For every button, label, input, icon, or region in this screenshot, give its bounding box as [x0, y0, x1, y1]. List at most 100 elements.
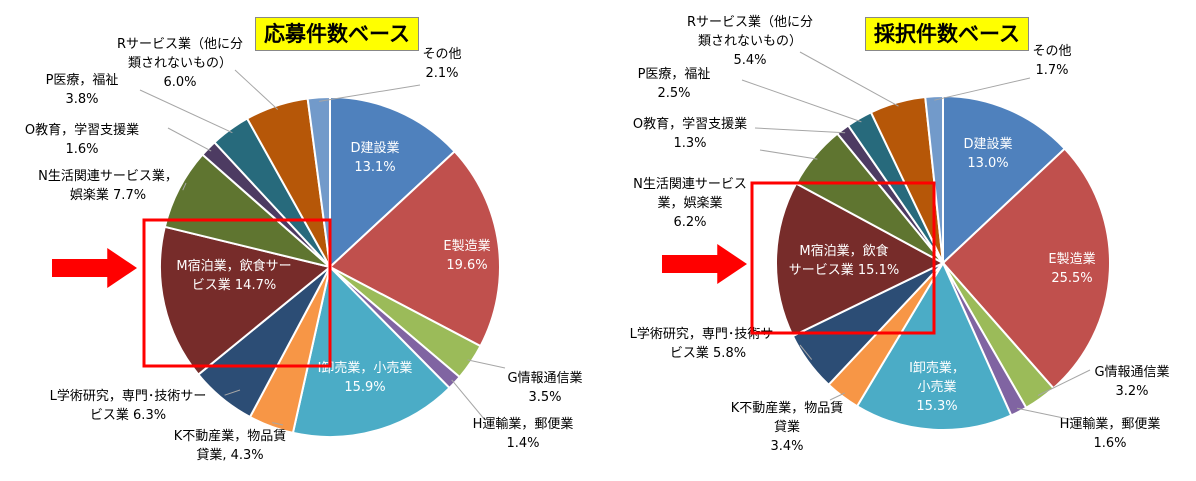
data-label-line: 業，娯楽業 [657, 195, 722, 211]
data-label-line: H運輸業，郵便業 [1060, 416, 1161, 432]
data-label-line: O教育，学習支援業 [25, 122, 139, 138]
data-label-line: D建設業 [350, 140, 399, 156]
leader-line-6 [224, 389, 241, 396]
pie-chart-applications: D建設業 13.1% E製造業 19.6% G情報通信業 3.5% H運輸業，郵便業 1.4%… [25, 36, 583, 463]
data-label-line: L学術研究，専門･技術サー [50, 388, 207, 404]
data-label-line: 2.1% [425, 66, 458, 81]
data-label-line: M宿泊業，飲食 [799, 243, 888, 259]
data-label-line: 1.4% [506, 436, 539, 451]
data-label-line: D建設業 [963, 136, 1012, 152]
leader-line-6 [799, 344, 813, 360]
data-label-line: 3.4% [770, 439, 803, 454]
data-label-line: 2.5% [657, 86, 690, 101]
data-label-line: 類されないもの） [128, 56, 232, 71]
data-label-0: D建設業 13.0% [963, 136, 1012, 171]
data-label-line: 6.0% [163, 75, 196, 90]
data-label-line: 娯楽業 7.7% [70, 187, 146, 203]
data-label-5: K不動産業，物品賃貸業 3.4% [731, 400, 844, 454]
data-label-7: M宿泊業，飲食サービス業 15.1% [789, 243, 899, 278]
data-label-line: 3.5% [528, 390, 561, 405]
data-label-9: O教育，学習支援業 1.6% [25, 122, 139, 157]
leader-line-5 [272, 422, 284, 426]
data-label-line: 貸業 [774, 419, 800, 435]
data-label-line: 1.6% [65, 142, 98, 157]
data-label-10: P医療，福祉 3.8% [46, 73, 119, 107]
pie-slice-7 [775, 182, 946, 338]
data-label-5: K不動産業，物品賃貸業, 4.3% [174, 428, 287, 463]
leader-line-5 [829, 392, 845, 401]
pie-slice-1 [941, 147, 1111, 390]
data-label-line: P医療，福祉 [638, 67, 711, 82]
data-label-line: 3.8% [65, 92, 98, 107]
pie-slice-4 [855, 260, 1013, 431]
data-label-4: I卸売業， 小売業 15.3% [909, 360, 965, 414]
data-label-6: L学術研究，専門･技術サービス業 5.8% [630, 326, 787, 361]
pie-slice-0 [329, 95, 457, 270]
data-label-1: E製造業 19.6% [443, 238, 490, 273]
leader-line-8 [759, 149, 818, 160]
highlight-box [750, 181, 936, 335]
leader-line-2 [467, 359, 506, 369]
leader-line-12 [319, 84, 421, 102]
data-label-8: N生活関連サービス業，娯楽業 6.2% [633, 177, 747, 230]
data-label-line: 15.9% [344, 380, 385, 395]
data-label-line: その他 [1032, 44, 1071, 59]
data-label-line: 貸業, 4.3% [196, 447, 263, 463]
data-label-3: H運輸業，郵便業 1.6% [1060, 416, 1161, 451]
data-label-12: その他 1.7% [1032, 44, 1071, 78]
data-label-line: 25.5% [1051, 271, 1092, 286]
data-label-line: サービス業 15.1% [789, 262, 899, 278]
pie-slice-4 [291, 264, 451, 438]
data-label-line: ビス業 6.3% [90, 407, 166, 423]
data-label-line: H運輸業，郵便業 [473, 416, 574, 432]
data-label-line: E製造業 [443, 238, 490, 254]
pie-slice-12 [924, 94, 944, 264]
data-label-line: E製造業 [1048, 251, 1095, 267]
data-label-line: 13.1% [354, 160, 395, 175]
data-label-line: N生活関連サービス [633, 177, 747, 192]
data-label-line: P医療，福祉 [46, 73, 119, 88]
data-label-line: I卸売業， [909, 360, 965, 376]
data-label-11: Rサービス業（他に分類されないもの） 5.4% [687, 14, 813, 68]
data-label-8: N生活関連サービス業， 娯楽業 7.7% [38, 168, 178, 203]
data-label-line: 1.6% [1093, 436, 1126, 451]
data-label-1: E製造業 25.5% [1048, 251, 1095, 286]
data-label-10: P医療，福祉 2.5% [638, 67, 711, 101]
data-label-7: M宿泊業，飲食サービス業 14.7% [176, 258, 291, 293]
data-label-line: 3.2% [1115, 384, 1148, 399]
highlight-arrow [662, 244, 747, 284]
pie-slice-1 [328, 149, 501, 348]
data-label-line: N生活関連サービス業， [38, 168, 178, 184]
leader-line-8 [182, 182, 187, 191]
leader-line-11 [234, 69, 279, 110]
data-label-line: 類されないもの） [698, 34, 802, 49]
leader-line-12 [934, 77, 1031, 101]
data-label-line: Rサービス業（他に分 [117, 36, 243, 52]
data-label-line: 6.2% [673, 215, 706, 230]
data-label-4: I卸売業，小売業 15.9% [318, 360, 413, 395]
data-label-11: Rサービス業（他に分類されないもの） 6.0% [117, 36, 243, 90]
data-label-2: G情報通信業 3.5% [507, 370, 582, 405]
data-label-line: ビス業 14.7% [192, 277, 276, 293]
data-label-0: D建設業 13.1% [350, 140, 399, 175]
data-label-6: L学術研究，専門･技術サービス業 6.3% [50, 388, 207, 423]
leader-line-3 [451, 379, 486, 421]
data-label-line: 13.0% [967, 156, 1008, 171]
right-chart-title: 採択件数ベース [865, 17, 1029, 51]
left-chart-title: 応募件数ベース [255, 17, 419, 51]
leader-line-3 [1016, 407, 1074, 421]
data-label-line: G情報通信業 [1094, 364, 1169, 380]
data-label-3: H運輸業，郵便業 1.4% [473, 416, 574, 451]
data-label-line: 1.3% [673, 136, 706, 151]
highlight-box [142, 218, 332, 368]
data-label-line: 15.3% [916, 399, 957, 414]
data-label-line: I卸売業，小売業 [318, 360, 413, 376]
data-label-line: 小売業 [917, 379, 956, 395]
leader-line-10 [139, 89, 233, 134]
data-label-line: 19.6% [446, 258, 487, 273]
data-label-2: G情報通信業 3.2% [1094, 364, 1169, 399]
data-label-line: 5.4% [733, 53, 766, 68]
leader-line-10 [741, 79, 862, 123]
